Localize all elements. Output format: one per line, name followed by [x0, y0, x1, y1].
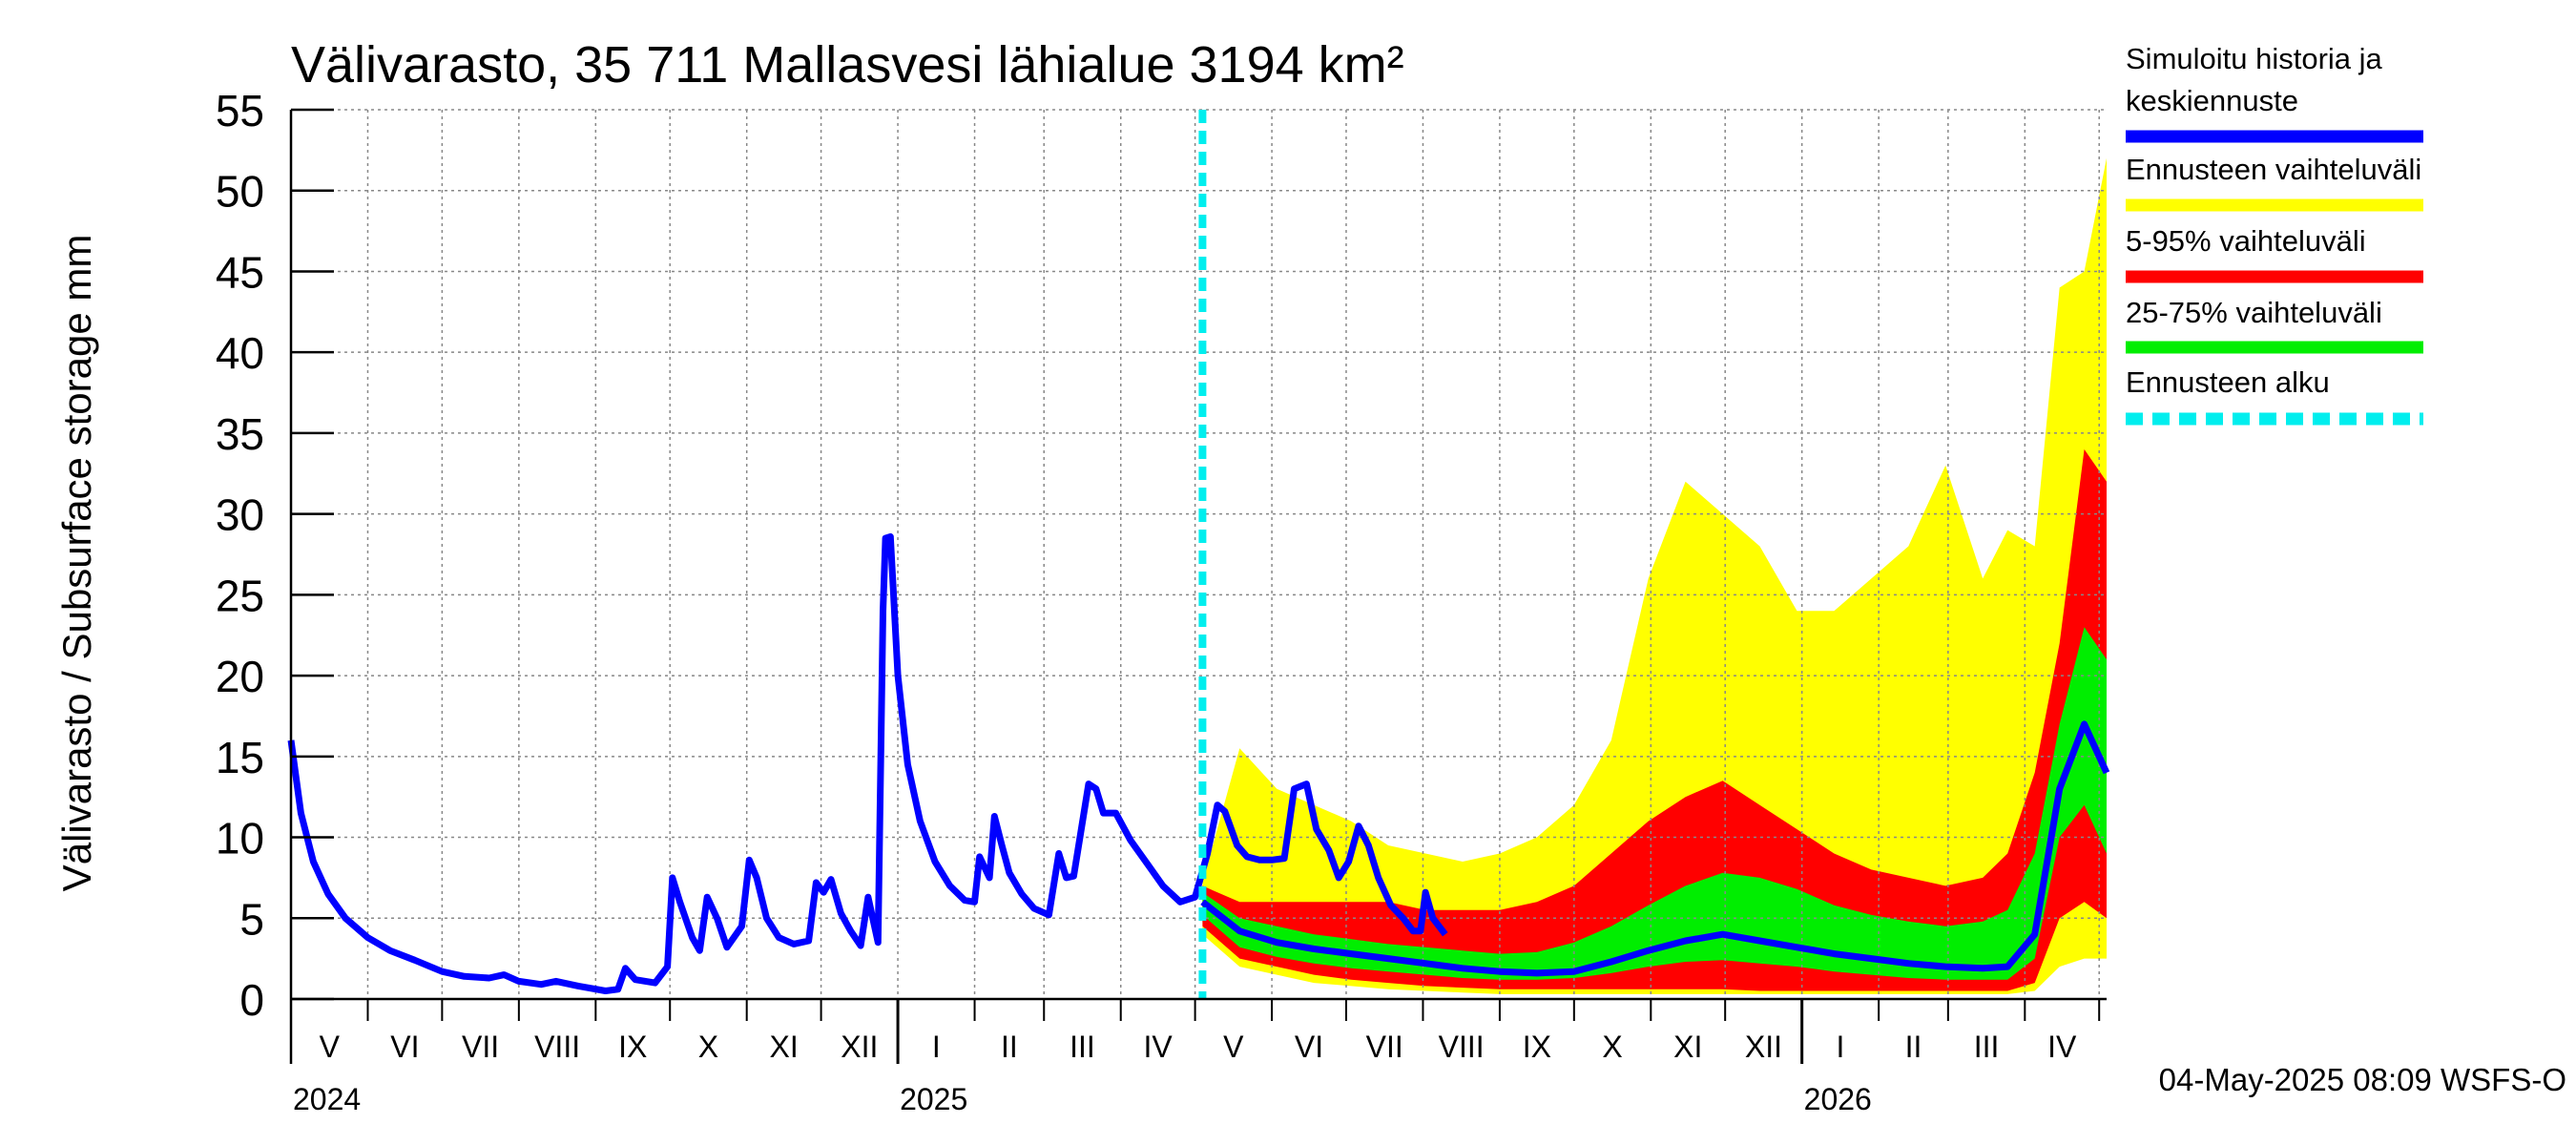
y-tick-label: 5	[239, 894, 264, 944]
y-tick-label: 40	[216, 328, 264, 378]
legend-label: Ennusteen alku	[2126, 365, 2330, 399]
month-label: II	[1001, 1030, 1018, 1064]
month-label: V	[1223, 1030, 1244, 1064]
series-lines	[287, 110, 2110, 999]
legend: Simuloitu historia ja keskiennuste Ennuste…	[2126, 42, 2423, 426]
y-tick-label: 45	[216, 247, 264, 297]
history-line	[287, 532, 1448, 994]
month-label: III	[1974, 1030, 2000, 1064]
y-tick-label: 55	[216, 86, 264, 135]
chart-title: Välivarasto, 35 711 Mallasvesi lähialue …	[291, 36, 1404, 94]
band-min-max	[1202, 157, 2107, 994]
y-tick-label: 0	[239, 975, 264, 1025]
month-label: X	[698, 1030, 718, 1064]
grid	[291, 109, 2107, 999]
year-label: 2024	[293, 1082, 361, 1116]
y-axis-label: Välivarasto / Subsurface storage mm	[54, 235, 99, 892]
legend-label: Ennusteen vaihteluväli	[2126, 153, 2421, 186]
y-tick-label: 15	[216, 733, 264, 782]
month-label: VI	[390, 1030, 419, 1064]
month-label: III	[1070, 1030, 1095, 1064]
legend-label: keskiennuste	[2126, 84, 2298, 117]
month-label: VII	[462, 1030, 499, 1064]
y-tick-label: 20	[216, 652, 264, 701]
year-label: 2025	[900, 1082, 967, 1116]
y-tick-label: 10	[216, 814, 264, 864]
year-label: 2026	[1804, 1082, 1872, 1116]
month-label: I	[1836, 1030, 1844, 1064]
month-label: IX	[1523, 1030, 1551, 1064]
month-label: VII	[1366, 1030, 1403, 1064]
month-label: VIII	[1439, 1030, 1485, 1064]
y-tick-label: 30	[216, 490, 264, 540]
y-tick-label: 25	[216, 571, 264, 620]
month-label: IX	[618, 1030, 647, 1064]
month-label: X	[1602, 1030, 1622, 1064]
month-label: IV	[1144, 1030, 1174, 1064]
y-tick-label: 35	[216, 409, 264, 459]
month-label: IV	[2047, 1030, 2077, 1064]
month-label: I	[932, 1030, 941, 1064]
month-label: VI	[1295, 1030, 1323, 1064]
month-label: II	[1905, 1030, 1922, 1064]
month-label: XII	[841, 1030, 878, 1064]
legend-label: 5-95% vaihteluväli	[2126, 224, 2366, 258]
legend-label: 25-75% vaihteluväli	[2126, 296, 2382, 329]
month-label: V	[320, 1030, 341, 1064]
month-label: XI	[1673, 1030, 1702, 1064]
month-label: VIII	[534, 1030, 580, 1064]
month-label: XI	[770, 1030, 799, 1064]
y-tick-label: 50	[216, 167, 264, 217]
month-label: XII	[1745, 1030, 1782, 1064]
median-forecast-line	[1200, 720, 2110, 977]
footer-timestamp: 04-May-2025 08:09 WSFS-O	[2159, 1062, 2566, 1097]
legend-label: Simuloitu historia ja	[2126, 42, 2383, 75]
